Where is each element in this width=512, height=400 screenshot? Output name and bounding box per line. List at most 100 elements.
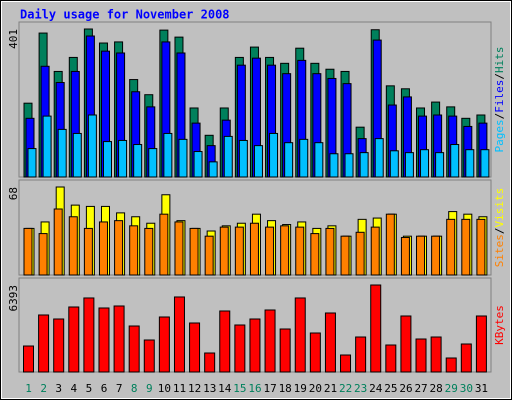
legend: Sites/Visits xyxy=(493,188,506,268)
bar xyxy=(219,310,231,373)
x-tick-label: 11 xyxy=(173,382,186,395)
bar xyxy=(476,218,486,276)
bar xyxy=(148,148,158,178)
bar xyxy=(128,325,140,373)
bar xyxy=(238,139,248,178)
x-tick-label: 25 xyxy=(384,382,397,395)
x-tick-label: 23 xyxy=(354,382,367,395)
x-tick-label: 17 xyxy=(263,382,276,395)
x-tick-label: 15 xyxy=(233,382,246,395)
bar xyxy=(102,141,112,178)
x-tick-label: 1 xyxy=(25,382,32,395)
bar xyxy=(193,151,203,178)
bar xyxy=(445,357,457,373)
bar xyxy=(340,354,352,373)
legend-entry: KBytes xyxy=(493,305,506,345)
bar xyxy=(189,227,199,276)
bar xyxy=(370,226,380,276)
bar xyxy=(324,312,336,373)
bar xyxy=(23,345,34,373)
bar xyxy=(87,114,97,178)
bar xyxy=(204,352,216,373)
bar xyxy=(400,236,410,276)
bar xyxy=(223,135,233,178)
bar xyxy=(38,233,48,276)
x-tick-label: 22 xyxy=(339,382,352,395)
x-tick-label: 27 xyxy=(414,382,427,395)
y-tick-label: 6393 xyxy=(7,285,20,312)
legend-entry: Pages xyxy=(493,119,506,152)
bar xyxy=(370,284,382,373)
bar xyxy=(310,233,320,276)
legend-entry: Files xyxy=(493,80,506,113)
legend-entry: Hits xyxy=(493,47,506,74)
bar xyxy=(249,318,261,373)
bar xyxy=(38,314,50,373)
bar xyxy=(53,318,65,373)
bar xyxy=(27,148,37,178)
bar xyxy=(113,305,125,373)
bar xyxy=(309,332,321,373)
bar xyxy=(23,227,33,276)
bar xyxy=(158,316,170,373)
bar xyxy=(431,235,441,276)
bar xyxy=(329,153,339,178)
bar xyxy=(178,138,188,178)
bar xyxy=(269,132,279,178)
bar xyxy=(72,132,82,178)
bar xyxy=(460,343,472,373)
y-tick-label: 68 xyxy=(7,187,20,200)
bar xyxy=(340,235,350,276)
x-tick-label: 18 xyxy=(279,382,292,395)
bar xyxy=(234,324,246,373)
legend: Pages/Files/Hits xyxy=(493,47,506,153)
x-tick-label: 21 xyxy=(324,382,337,395)
x-tick-label: 20 xyxy=(309,382,322,395)
x-tick-label: 24 xyxy=(369,382,383,395)
bar xyxy=(234,226,244,276)
bar xyxy=(385,213,395,276)
bar xyxy=(143,339,155,373)
bar xyxy=(465,149,475,178)
bar xyxy=(253,145,263,178)
bar xyxy=(359,152,369,178)
legend-separator: / xyxy=(493,113,506,120)
legend-entry: Sites xyxy=(493,234,506,267)
bar xyxy=(430,336,442,373)
bar xyxy=(83,227,93,276)
bar xyxy=(294,297,306,373)
x-tick-label: 19 xyxy=(294,382,307,395)
bar xyxy=(400,315,412,373)
bar xyxy=(280,225,290,276)
bar xyxy=(355,231,365,276)
x-tick-label: 16 xyxy=(248,382,261,395)
y-tick-label: 401 xyxy=(7,29,20,49)
bar xyxy=(57,128,67,178)
bar xyxy=(174,221,184,276)
x-tick-label: 4 xyxy=(71,382,78,395)
bar xyxy=(415,338,427,373)
bar xyxy=(208,161,218,178)
x-tick-label: 7 xyxy=(116,382,123,395)
bar xyxy=(83,297,95,373)
chart-title: Daily usage for November 2008 xyxy=(20,8,230,22)
x-tick-label: 28 xyxy=(430,382,443,395)
x-tick-label: 14 xyxy=(218,382,232,395)
bar xyxy=(299,138,309,178)
bar xyxy=(98,307,110,373)
bar xyxy=(404,152,414,178)
x-tick-label: 8 xyxy=(131,382,138,395)
bar xyxy=(295,226,305,276)
bar xyxy=(42,115,52,178)
x-tick-label: 30 xyxy=(460,382,473,395)
bar xyxy=(204,235,214,276)
bar xyxy=(144,227,154,276)
bar xyxy=(325,227,335,276)
bar xyxy=(68,306,80,373)
legend-separator: / xyxy=(493,228,506,235)
bar xyxy=(114,220,124,276)
bar xyxy=(389,150,399,178)
